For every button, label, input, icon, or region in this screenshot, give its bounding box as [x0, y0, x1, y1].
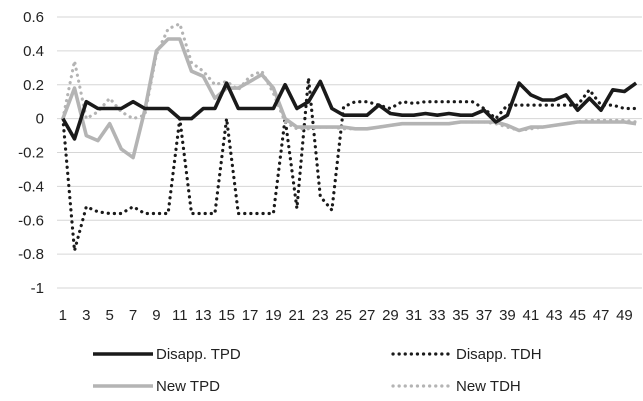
series-line-disapp-tdh	[61, 76, 638, 253]
x-tick-label: 49	[616, 307, 633, 324]
y-tick-label: 0.4	[23, 43, 44, 60]
legend: Disapp. TPD Disapp. TDH New TPD New TDH	[93, 346, 542, 395]
x-tick-label: 25	[335, 307, 352, 324]
x-tick-label: 47	[593, 307, 610, 324]
x-tick-label: 39	[499, 307, 516, 324]
y-tick-label: -0.2	[18, 145, 44, 162]
x-tick-label: 17	[242, 307, 259, 324]
gridlines	[57, 16, 642, 289]
x-tick-label: 31	[406, 307, 423, 324]
series-line-disapp-tpd	[61, 79, 638, 141]
x-tick-label: 45	[569, 307, 586, 324]
series-lines	[61, 22, 638, 253]
y-axis-ticks: 0.6 0.4 0.2 0 -0.2 -0.4 -0.6 -0.8 -1	[18, 9, 44, 297]
x-tick-label: 21	[289, 307, 306, 324]
legend-label: New TDH	[456, 378, 521, 395]
x-tick-label: 41	[523, 307, 540, 324]
x-tick-label: 7	[129, 307, 137, 324]
y-tick-label: 0	[36, 111, 44, 128]
x-tick-label: 5	[105, 307, 113, 324]
legend-label: Disapp. TPD	[156, 346, 241, 363]
x-tick-label: 43	[546, 307, 563, 324]
y-tick-label: -0.8	[18, 246, 44, 263]
legend-label: Disapp. TDH	[456, 346, 542, 363]
y-tick-label: -0.6	[18, 212, 44, 229]
x-tick-label: 35	[452, 307, 469, 324]
legend-label: New TPD	[156, 378, 220, 395]
x-tick-label: 33	[429, 307, 446, 324]
x-tick-label: 1	[59, 307, 67, 324]
x-tick-label: 37	[476, 307, 493, 324]
y-tick-label: 0.6	[23, 9, 44, 26]
x-tick-label: 15	[218, 307, 235, 324]
x-tick-label: 11	[172, 307, 188, 324]
y-tick-label: -0.4	[18, 178, 44, 195]
x-tick-label: 13	[195, 307, 212, 324]
x-tick-label: 19	[265, 307, 282, 324]
x-axis-ticks: 1 3 5 7 9 11 13 15 17 19 21 23 25 27 29 31 33 35 37 39 41 43 4…	[59, 307, 633, 324]
x-tick-label: 27	[359, 307, 376, 324]
x-tick-label: 9	[152, 307, 160, 324]
y-tick-label: 0.2	[23, 77, 44, 94]
x-tick-label: 23	[312, 307, 329, 324]
x-tick-label: 3	[82, 307, 90, 324]
y-tick-label: -1	[31, 280, 44, 297]
series-line-new-tpd	[61, 37, 637, 160]
x-tick-label: 29	[382, 307, 399, 324]
